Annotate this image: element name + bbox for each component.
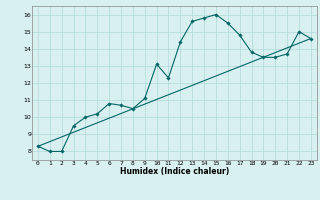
- X-axis label: Humidex (Indice chaleur): Humidex (Indice chaleur): [120, 167, 229, 176]
